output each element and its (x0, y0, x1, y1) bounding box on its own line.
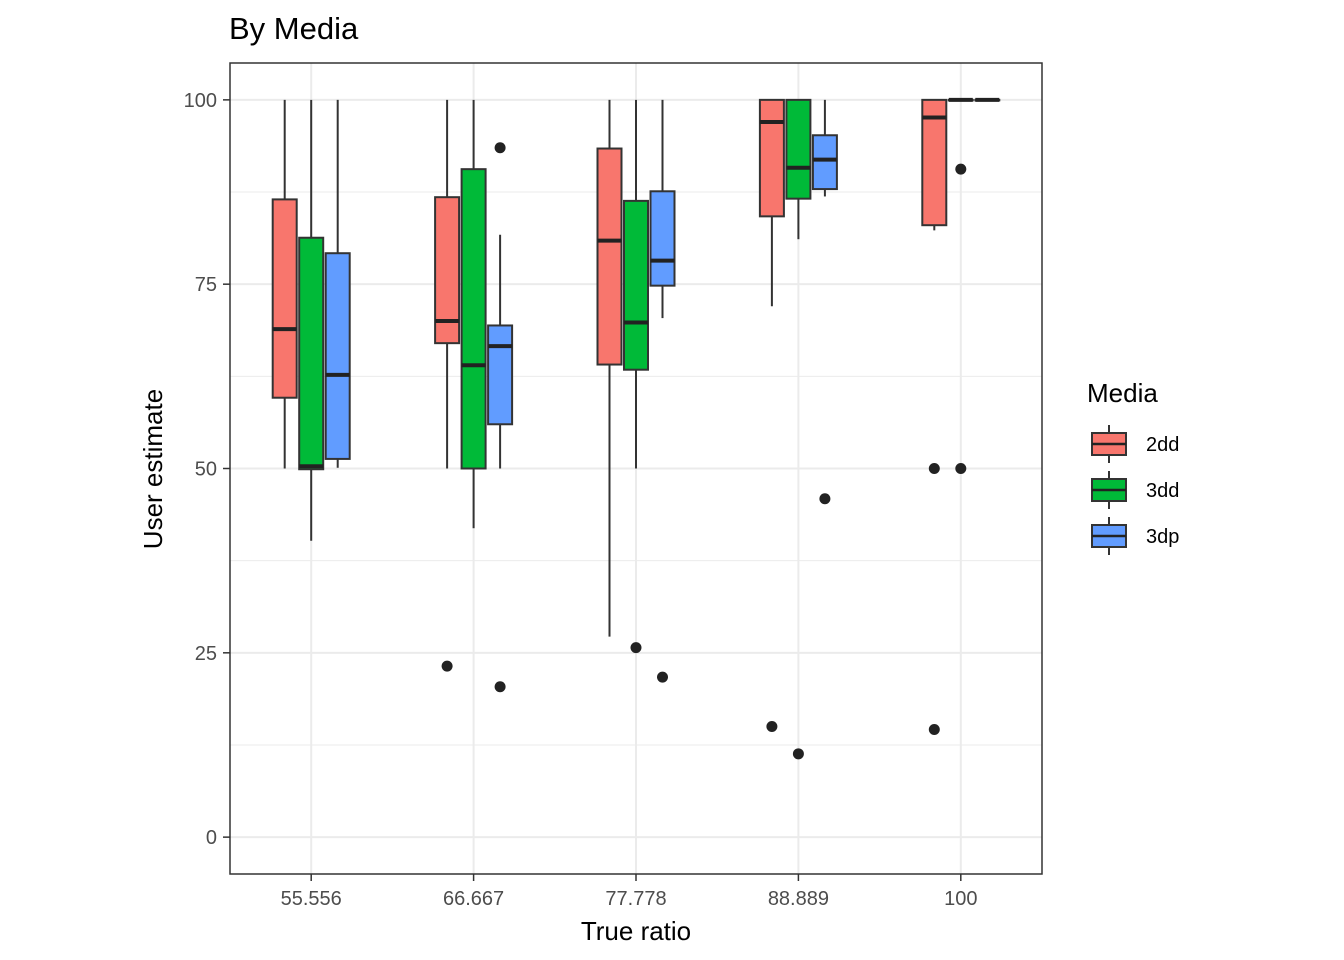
y-axis-title: User estimate (138, 389, 168, 549)
box-2dd-88.889 (758, 98, 785, 733)
outlier-point (494, 681, 506, 693)
legend-label: 2dd (1146, 434, 1179, 456)
y-tick-label: 0 (206, 827, 217, 849)
legend-item-3dp: 3dp (1091, 517, 1179, 555)
outlier-point (630, 642, 642, 654)
box-3dd-55.556 (298, 99, 325, 541)
box-body (324, 252, 351, 460)
legend-title: Media (1087, 378, 1158, 408)
outlier-point (955, 163, 967, 175)
outlier-point (441, 660, 453, 672)
box-body (785, 98, 812, 200)
outlier-point (928, 723, 940, 735)
legend: Media 2dd 3dd 3dp (1087, 378, 1179, 555)
legend-item-3dd: 3dd (1091, 471, 1179, 509)
box-3dp-55.556 (324, 99, 351, 468)
legend-label: 3dd (1146, 480, 1179, 502)
plot-panel: 0 25 50 75 100 55.556 66.667 77.778 88.889 100 (184, 62, 1043, 910)
box-body (596, 147, 623, 366)
box-body (623, 199, 649, 371)
outlier-point (792, 748, 804, 760)
outlier-point (955, 463, 967, 474)
box-2dd-77.778 (596, 99, 623, 637)
box-3dd-77.778 (623, 99, 649, 654)
y-tick-label: 75 (195, 274, 217, 296)
x-tick-label: 88.889 (768, 888, 829, 910)
y-tick-label: 50 (195, 459, 217, 481)
outlier-point (766, 721, 778, 733)
x-axis-title: True ratio (581, 916, 691, 946)
x-tick-label: 100 (944, 888, 977, 910)
box-2dd-66.667 (434, 99, 461, 672)
box-3dp-100 (974, 97, 1001, 102)
box-body (434, 196, 461, 345)
box-3dd-100 (947, 97, 974, 474)
outlier-point (819, 493, 831, 505)
box-body (487, 324, 514, 426)
box-3dd-66.667 (460, 99, 487, 529)
panel-border (229, 62, 1043, 875)
outlier-point (494, 142, 506, 154)
legend-label: 3dp (1146, 526, 1179, 548)
box-2dd-100 (921, 98, 948, 735)
box-body (649, 190, 676, 287)
box-body (811, 134, 838, 191)
box-3dp-88.889 (811, 99, 838, 505)
outlier-point (657, 671, 668, 683)
y-tick-label: 100 (184, 90, 217, 112)
chart-title: By Media (229, 11, 359, 46)
box-3dp-66.667 (487, 142, 514, 693)
y-tick-label: 25 (195, 643, 217, 665)
outlier-point (928, 463, 940, 474)
box-body (758, 98, 785, 218)
box-body (271, 198, 298, 399)
box-3dd-88.889 (785, 98, 812, 760)
box-body (921, 98, 948, 227)
x-tick-label: 55.556 (281, 888, 342, 910)
box-2dd-55.556 (271, 99, 298, 469)
box-body (298, 236, 325, 471)
box-3dp-77.778 (649, 99, 676, 683)
x-tick-label: 77.778 (605, 888, 666, 910)
x-tick-label: 66.667 (443, 888, 504, 910)
legend-item-2dd: 2dd (1091, 425, 1179, 463)
box-body (460, 168, 487, 470)
